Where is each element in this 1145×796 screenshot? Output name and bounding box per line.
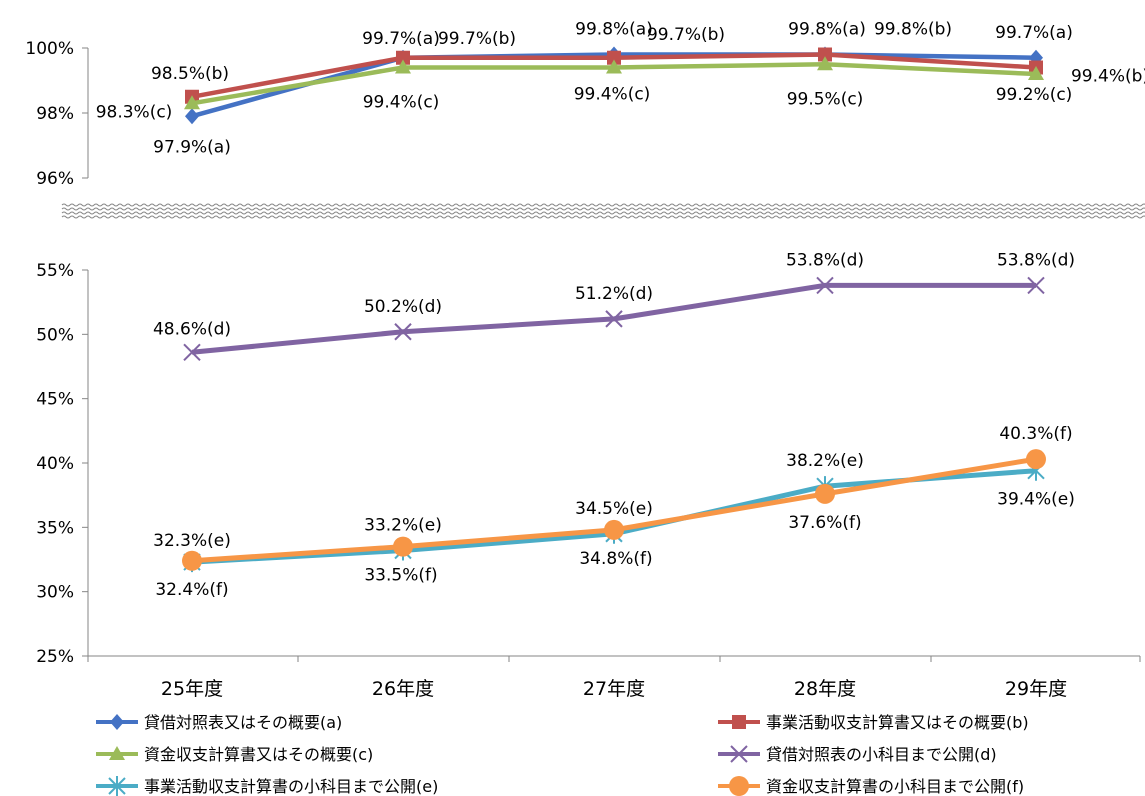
data-labels: 97.9%(a) 99.7%(a) 99.8%(a) 99.8%(a) 99.7%(a)…: [96, 20, 1145, 600]
data-label-a: 99.8%(a): [788, 20, 866, 40]
x-category-label: 26年度: [372, 678, 434, 700]
series-d-point: [394, 323, 412, 341]
data-label-e: 34.5%(e): [575, 499, 653, 519]
axis-break-line-3: [61, 211, 1145, 215]
legend-item-e: 事業活動収支計算書の小科目まで公開(e): [96, 776, 438, 796]
series-b-point: [818, 47, 832, 62]
data-label-d: 48.6%(d): [153, 319, 231, 339]
data-label-d: 53.8%(d): [997, 250, 1075, 270]
data-label-c: 99.4%(c): [363, 93, 440, 113]
data-label-e: 38.2%(e): [786, 451, 864, 471]
x-category-label: 28年度: [794, 678, 856, 700]
lower-tick-label: 45%: [36, 390, 74, 410]
lower-tick-label: 35%: [36, 518, 74, 538]
data-label-c: 98.3%(c): [96, 102, 173, 122]
data-label-f: 34.8%(f): [579, 549, 652, 569]
data-label-b: 99.7%(b): [647, 25, 725, 45]
x-category-label: 27年度: [583, 678, 645, 700]
data-label-a: 97.9%(a): [153, 137, 231, 157]
data-label-a: 99.7%(a): [362, 29, 440, 49]
lower-tick-label: 40%: [36, 454, 74, 474]
legend-swatch-marker: [730, 745, 748, 763]
data-label-c: 99.2%(c): [996, 85, 1073, 105]
lower-tick-label: 25%: [36, 647, 74, 667]
lower-tick-label: 55%: [36, 261, 74, 281]
data-label-d: 51.2%(d): [575, 284, 653, 304]
series-d-point: [816, 276, 834, 295]
legend: 貸借対照表又はその概要(a) 事業活動収支計算書又はその概要(b) 資金収支計算書又…: [96, 713, 1029, 796]
axis-break-line-1: [61, 203, 1145, 207]
series-c-point: [606, 59, 622, 74]
data-label-c: 99.5%(c): [787, 89, 864, 109]
upper-panel: 100% 98% 96%: [25, 39, 89, 189]
series-f-point: [604, 519, 624, 540]
series-c-point: [395, 59, 411, 74]
upper-tick-label: 100%: [25, 39, 74, 59]
x-category-label: 25年度: [161, 678, 223, 700]
data-label-f: 33.5%(f): [364, 566, 437, 586]
legend-swatch-marker: [109, 746, 125, 760]
legend-swatch-marker: [108, 776, 126, 796]
data-label-a: 99.8%(a): [575, 20, 653, 40]
legend-label: 貸借対照表の小科目まで公開(d): [766, 745, 997, 764]
series-f-point: [182, 550, 202, 571]
series-c: [184, 56, 1044, 110]
series-f: [182, 449, 1046, 571]
series-b-point: [607, 50, 621, 65]
legend-swatch-marker: [110, 714, 124, 730]
data-label-e: 33.2%(e): [364, 515, 442, 535]
data-label-c: 99.4%(c): [574, 85, 651, 105]
legend-item-c: 資金収支計算書又はその概要(c): [96, 745, 373, 764]
series-f-point: [815, 483, 835, 504]
legend-label: 事業活動収支計算書の小科目まで公開(e): [144, 777, 438, 796]
data-label-a: 99.7%(a): [995, 23, 1073, 43]
upper-tick-label: 96%: [36, 169, 74, 189]
series-c-point: [1028, 66, 1044, 80]
legend-label: 資金収支計算書の小科目まで公開(f): [766, 777, 1024, 796]
legend-label: 貸借対照表又はその概要(a): [144, 713, 342, 732]
lower-panel: 55% 50% 45% 40% 35% 30% 25% 25年度 26年度 27年度 28年度 29…: [36, 261, 1141, 700]
series-c-point: [184, 95, 200, 110]
series-d-point: [605, 310, 623, 328]
upper-tick-label: 98%: [36, 104, 74, 124]
series-b-point: [396, 50, 410, 65]
axis-break-line-4: [61, 215, 1145, 219]
legend-item-b: 事業活動収支計算書又はその概要(b): [718, 713, 1029, 732]
series-layer: [182, 46, 1046, 573]
data-label-d: 50.2%(d): [364, 297, 442, 317]
data-label-f: 37.6%(f): [788, 513, 861, 533]
axis-break-line-2: [61, 207, 1145, 211]
lower-tick-label: 50%: [36, 325, 74, 345]
legend-item-f: 資金収支計算書の小科目まで公開(f): [718, 776, 1024, 796]
series-a-point: [185, 108, 199, 125]
legend-swatch-marker: [729, 776, 749, 796]
series-d-point: [183, 343, 201, 362]
legend-swatch-marker: [732, 715, 746, 729]
series-c-point: [817, 56, 833, 71]
axis-break: [61, 203, 1145, 219]
series-f-point: [1026, 449, 1046, 470]
data-label-e: 32.3%(e): [153, 531, 231, 551]
data-label-d: 53.8%(d): [786, 250, 864, 270]
series-d: [183, 276, 1045, 362]
legend-item-d: 貸借対照表の小科目まで公開(d): [718, 745, 997, 764]
lower-tick-label: 30%: [36, 583, 74, 603]
x-category-label: 29年度: [1005, 678, 1067, 700]
data-label-b: 98.5%(b): [151, 64, 229, 84]
legend-item-a: 貸借対照表又はその概要(a): [96, 713, 342, 732]
data-label-e: 39.4%(e): [997, 490, 1075, 510]
data-label-f: 32.4%(f): [155, 580, 228, 600]
legend-label: 資金収支計算書又はその概要(c): [144, 745, 373, 764]
series-f-point: [393, 536, 413, 557]
legend-label: 事業活動収支計算書又はその概要(b): [766, 713, 1029, 732]
data-label-b: 99.7%(b): [438, 29, 516, 49]
series-d-point: [1027, 276, 1045, 295]
data-label-b: 99.8%(b): [874, 20, 952, 40]
data-label-f: 40.3%(f): [999, 424, 1072, 444]
data-label-b: 99.4%(b): [1071, 67, 1145, 87]
